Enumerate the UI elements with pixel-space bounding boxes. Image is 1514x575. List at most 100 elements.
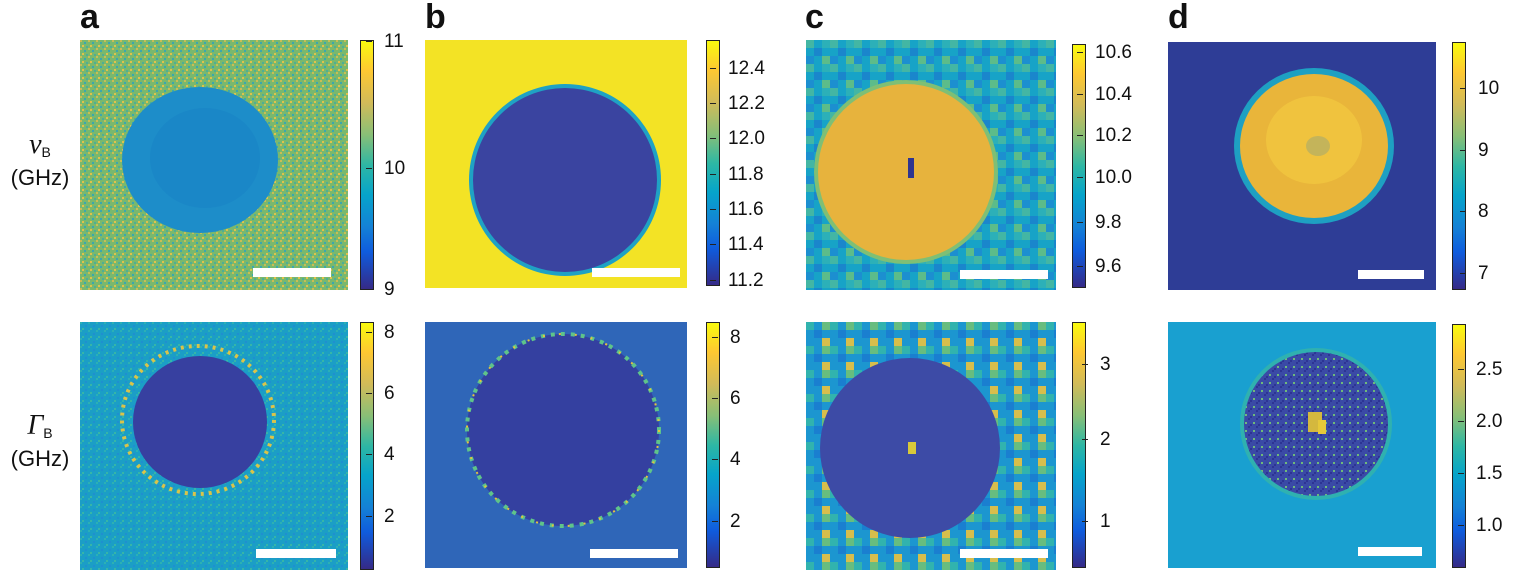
map-d-linewidth bbox=[1168, 322, 1436, 568]
colorbar-tick-mark bbox=[366, 454, 372, 455]
cbar-d-top-tick-3: 7 bbox=[1478, 263, 1489, 284]
cbar-a-bottom-tick-1: 6 bbox=[384, 383, 395, 404]
scale-bar-a-top bbox=[253, 268, 331, 277]
cbar-b-bottom-tick-1: 6 bbox=[730, 388, 741, 409]
scale-bar-b-top bbox=[592, 268, 680, 277]
colorbar-tick-mark bbox=[366, 168, 372, 169]
colorbar-tick-mark bbox=[710, 209, 716, 210]
cbar-d-bottom-tick-1: 2.0 bbox=[1476, 411, 1503, 432]
cbar-b-top-tick-0: 12.4 bbox=[728, 58, 765, 79]
colorbar-tick-mark bbox=[712, 521, 718, 522]
cbar-b-top-tick-3: 11.8 bbox=[728, 164, 764, 185]
scale-bar-b-bottom bbox=[590, 549, 678, 558]
row-label-top-unit: (GHz) bbox=[10, 165, 70, 190]
panel-letter-a: a bbox=[80, 0, 99, 36]
cbar-b-top-tick-1: 12.2 bbox=[728, 93, 765, 114]
colorbar-tick-mark bbox=[712, 337, 718, 338]
row-label-bottom: ΓB (GHz) bbox=[0, 410, 80, 472]
colorbar-tick-mark bbox=[1458, 525, 1464, 526]
colorbar-tick-mark bbox=[366, 289, 372, 290]
colorbar-tick-mark bbox=[1460, 273, 1466, 274]
cbar-a-bottom-tick-3: 2 bbox=[384, 506, 395, 527]
row-label-top: νB (GHz) bbox=[0, 131, 80, 191]
map-d-linewidth-image bbox=[1240, 348, 1392, 500]
colorbar-tick-mark bbox=[366, 41, 372, 42]
colorbar-tick-mark bbox=[1077, 135, 1083, 136]
colorbar-tick-mark bbox=[710, 280, 716, 281]
cbar-c-top-tick-5: 9.6 bbox=[1095, 256, 1122, 277]
map-b-linewidth bbox=[425, 322, 687, 568]
map-c-linewidth-image bbox=[806, 322, 1056, 570]
map-b-linewidth-image bbox=[465, 332, 661, 528]
colorbar-tick-mark bbox=[366, 516, 372, 517]
cbar-a-top-tick-0: 11 bbox=[384, 31, 404, 52]
colorbar-tick-mark bbox=[1458, 421, 1464, 422]
colorbar-d-top bbox=[1452, 42, 1466, 290]
colorbar-tick-mark bbox=[1077, 94, 1083, 95]
map-a-frequency-image bbox=[80, 40, 348, 290]
colorbar-tick-mark bbox=[1458, 473, 1464, 474]
cbar-c-top-tick-4: 9.8 bbox=[1095, 212, 1122, 233]
colorbar-tick-mark bbox=[1460, 211, 1466, 212]
row-label-top-subscript: B bbox=[41, 144, 51, 160]
colorbar-tick-mark bbox=[366, 332, 372, 333]
row-label-bottom-symbol: Γ bbox=[27, 410, 44, 441]
map-d-frequency bbox=[1168, 42, 1436, 290]
cbar-d-top-tick-1: 9 bbox=[1478, 140, 1489, 161]
colorbar-tick-mark bbox=[710, 244, 716, 245]
colorbar-tick-mark bbox=[1077, 52, 1083, 53]
colorbar-tick-mark bbox=[1458, 369, 1464, 370]
cbar-b-top-tick-6: 11.2 bbox=[728, 270, 764, 291]
cbar-b-bottom-tick-0: 8 bbox=[730, 327, 741, 348]
map-b-frequency-image bbox=[469, 84, 661, 276]
colorbar-tick-mark bbox=[1082, 439, 1088, 440]
cbar-c-top-tick-3: 10.0 bbox=[1095, 167, 1132, 188]
map-a-linewidth-image bbox=[80, 322, 348, 570]
map-a-linewidth bbox=[80, 322, 348, 570]
colorbar-tick-mark bbox=[1077, 222, 1083, 223]
cbar-b-top-tick-2: 12.0 bbox=[728, 128, 765, 149]
scale-bar-a-bottom bbox=[256, 549, 336, 558]
cbar-c-bottom-tick-2: 1 bbox=[1100, 511, 1111, 532]
map-c-linewidth bbox=[806, 322, 1056, 570]
colorbar-a-top bbox=[360, 40, 374, 290]
map-c-frequency bbox=[806, 40, 1056, 290]
cbar-a-top-tick-1: 10 bbox=[384, 158, 406, 179]
scale-bar-c-bottom bbox=[960, 549, 1048, 558]
scale-bar-d-bottom bbox=[1358, 547, 1422, 556]
panel-letter-b: b bbox=[425, 0, 446, 36]
colorbar-tick-mark bbox=[1460, 150, 1466, 151]
cbar-d-bottom-tick-2: 1.5 bbox=[1476, 463, 1503, 484]
colorbar-tick-mark bbox=[710, 174, 716, 175]
cbar-a-top-tick-2: 9 bbox=[384, 279, 395, 300]
colorbar-b-bottom bbox=[706, 322, 720, 568]
colorbar-tick-mark bbox=[1082, 364, 1088, 365]
cbar-c-top-tick-2: 10.2 bbox=[1095, 125, 1132, 146]
map-d-frequency-image bbox=[1234, 68, 1394, 224]
cbar-c-bottom-tick-1: 2 bbox=[1100, 429, 1111, 450]
cbar-c-top-tick-1: 10.4 bbox=[1095, 84, 1132, 105]
scale-bar-d-top bbox=[1358, 270, 1424, 279]
cbar-c-top-tick-0: 10.6 bbox=[1095, 42, 1132, 63]
panel-letter-d: d bbox=[1168, 0, 1189, 36]
cbar-b-bottom-tick-3: 2 bbox=[730, 511, 741, 532]
colorbar-tick-mark bbox=[712, 398, 718, 399]
map-a-frequency bbox=[80, 40, 348, 290]
cbar-b-bottom-tick-2: 4 bbox=[730, 449, 741, 470]
cbar-d-top-tick-2: 8 bbox=[1478, 201, 1489, 222]
colorbar-tick-mark bbox=[1077, 177, 1083, 178]
cbar-a-bottom-tick-2: 4 bbox=[384, 444, 395, 465]
row-label-bottom-subscript: B bbox=[43, 425, 53, 441]
cbar-d-top-tick-0: 10 bbox=[1478, 78, 1500, 99]
colorbar-b-top bbox=[706, 40, 720, 286]
colorbar-tick-mark bbox=[710, 138, 716, 139]
row-label-bottom-unit: (GHz) bbox=[10, 446, 70, 471]
cbar-d-bottom-tick-0: 2.5 bbox=[1476, 359, 1503, 380]
colorbar-tick-mark bbox=[1077, 266, 1083, 267]
cbar-c-bottom-tick-0: 3 bbox=[1100, 354, 1111, 375]
scale-bar-c-top bbox=[960, 270, 1048, 279]
colorbar-tick-mark bbox=[710, 68, 716, 69]
colorbar-c-top bbox=[1072, 44, 1086, 288]
colorbar-a-bottom bbox=[360, 322, 374, 570]
colorbar-tick-mark bbox=[1460, 88, 1466, 89]
